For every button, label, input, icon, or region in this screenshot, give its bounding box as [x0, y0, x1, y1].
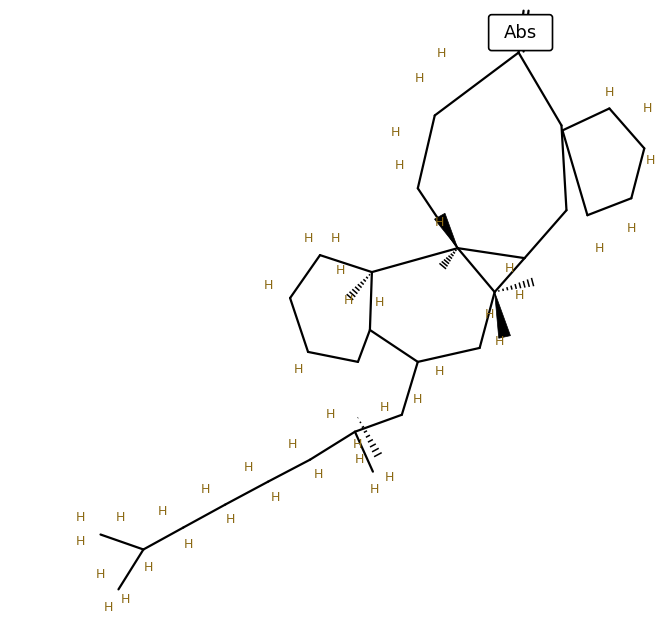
Text: H: H — [76, 535, 85, 548]
Text: H: H — [375, 295, 384, 309]
Text: H: H — [271, 491, 280, 504]
FancyBboxPatch shape — [489, 14, 553, 51]
Text: H: H — [143, 561, 153, 574]
Text: H: H — [627, 222, 636, 235]
Text: H: H — [343, 294, 352, 307]
Text: Abs: Abs — [504, 24, 537, 41]
Text: H: H — [76, 511, 85, 524]
Text: H: H — [355, 453, 365, 466]
Text: H: H — [303, 232, 312, 245]
Text: H: H — [395, 159, 405, 172]
Text: H: H — [505, 262, 514, 275]
Text: H: H — [103, 601, 113, 614]
Text: H: H — [263, 279, 273, 292]
Text: H: H — [380, 401, 390, 414]
Text: H: H — [485, 309, 495, 322]
Text: H: H — [288, 438, 297, 451]
Text: H: H — [183, 538, 193, 551]
Text: H: H — [293, 363, 303, 376]
Text: H: H — [495, 336, 504, 349]
Text: H: H — [413, 393, 422, 406]
Text: H: H — [605, 86, 614, 99]
Text: H: H — [158, 505, 167, 518]
Text: H: H — [595, 242, 604, 255]
Text: H: H — [326, 408, 335, 421]
Text: H: H — [225, 513, 235, 526]
Text: H: H — [646, 154, 655, 167]
Text: H: H — [313, 468, 323, 481]
Text: H: H — [415, 72, 424, 85]
Text: H: H — [435, 366, 445, 378]
Text: H: H — [370, 483, 380, 496]
Text: H: H — [116, 511, 125, 524]
Text: H: H — [96, 568, 105, 581]
Text: H: H — [200, 483, 210, 496]
Polygon shape — [434, 213, 458, 248]
Text: H: H — [385, 471, 394, 484]
Text: H: H — [353, 438, 363, 451]
Text: H: H — [244, 461, 253, 474]
Text: H: H — [335, 264, 345, 277]
Text: H: H — [391, 126, 401, 139]
Text: H: H — [330, 232, 340, 245]
Text: H: H — [435, 216, 445, 228]
Text: H: H — [643, 102, 652, 115]
Text: H: H — [121, 593, 130, 606]
Text: H: H — [515, 289, 524, 302]
Text: H: H — [437, 47, 447, 60]
Polygon shape — [495, 292, 510, 338]
